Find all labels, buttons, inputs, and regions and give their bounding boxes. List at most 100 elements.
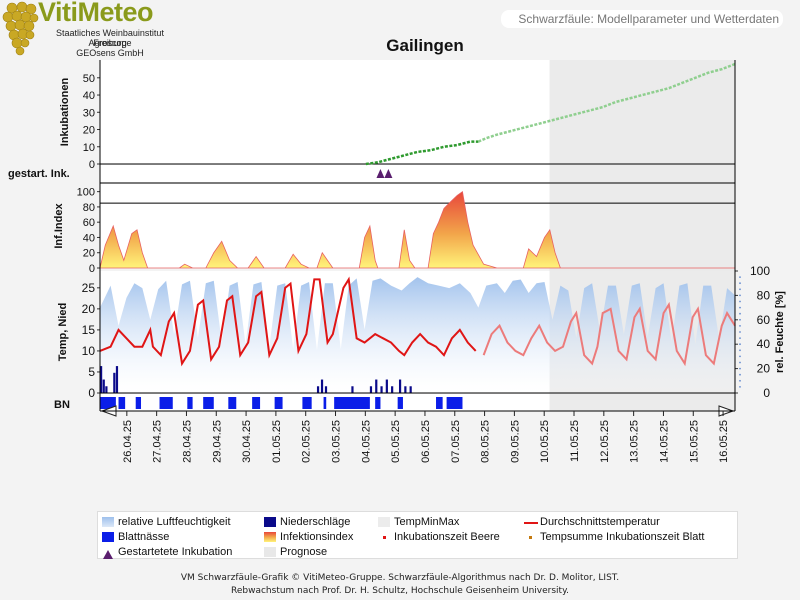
precipitation-bar: [102, 379, 105, 393]
footer-credits: VM Schwarzfäule-Grafik © VitiMeteo-Grupp…: [0, 572, 800, 598]
precipitation-bar: [369, 386, 373, 393]
temp-tick-label: 10: [82, 344, 96, 358]
humidity-minor-tick: [739, 355, 741, 358]
legend-started-swatch: [102, 547, 114, 559]
leaf-wetness-bar: [375, 397, 381, 409]
temp-tick-label: 15: [82, 323, 96, 337]
date-tick-label: 04.05.25: [360, 420, 372, 463]
date-tick-label: 14.05.25: [658, 420, 670, 463]
humidity-tick-label: 80: [757, 288, 771, 302]
chart-legend: relative Luftfeuchtigkeit Niederschläge Te…: [97, 511, 738, 559]
legend-leafwet-swatch: [102, 532, 114, 542]
precipitation-bar: [391, 386, 394, 393]
precipitation-bar: [316, 386, 320, 393]
humidity-minor-tick: [739, 300, 741, 303]
date-tick-label: 01.05.25: [271, 420, 283, 463]
temp-tick-label: 20: [82, 302, 96, 316]
started-incubation-marker: [384, 169, 393, 178]
precipitation-bar: [105, 386, 108, 393]
legend-label-precip: Niederschläge: [280, 516, 351, 528]
footer-line-1: VM Schwarzfäule-Grafik © VitiMeteo-Grupp…: [180, 573, 620, 583]
leaf-wetness-bar: [334, 397, 370, 409]
date-tick-label: 09.05.25: [509, 420, 521, 463]
infection-index-area: [99, 190, 735, 269]
date-tick-label: 26.04.25: [122, 420, 134, 463]
date-tick-label: 07.05.25: [450, 420, 462, 463]
humidity-tick-label: 40: [757, 337, 771, 351]
leaf-wetness-bar: [159, 397, 173, 409]
date-tick-label: 13.05.25: [629, 420, 641, 463]
date-tick-label: 29.04.25: [211, 420, 223, 463]
leaf-wetness-bar: [100, 397, 116, 409]
inf-tick-label: 100: [77, 187, 95, 199]
footer-line-2: Rebwachstum nach Prof. Dr. H. Schultz, H…: [231, 586, 569, 596]
leaf-wetness-bar: [252, 397, 261, 409]
precipitation-bar: [113, 372, 116, 393]
leaf-wetness-label: BN: [54, 399, 70, 411]
inf-tick-label: 20: [83, 248, 95, 260]
leaf-wetness-bar: [187, 397, 193, 409]
leaf-wetness-bar: [203, 397, 214, 409]
logo-title: VitiMeteo: [38, 0, 154, 27]
precipitation-bar: [351, 386, 354, 393]
legend-forecast-swatch: [264, 547, 276, 557]
leaf-wetness-bar: [274, 397, 283, 409]
humidity-tick-label: 20: [757, 362, 771, 376]
date-tick-label: 08.05.25: [480, 420, 492, 463]
inf-tick-label: 60: [83, 217, 95, 229]
incubation-line-observed: [365, 140, 479, 166]
humidity-minor-tick: [739, 282, 741, 285]
legend-label-humidity: relative Luftfeuchtigkeit: [118, 516, 231, 528]
humidity-minor-tick: [739, 331, 741, 333]
precipitation-bar: [385, 379, 388, 393]
legend-inkleaf-swatch: [529, 536, 532, 539]
avg-temperature-line: [99, 276, 477, 367]
legend-label-tempminmax: TempMinMax: [394, 516, 460, 528]
legend-humidity-swatch: [102, 517, 114, 527]
leaf-wetness-bar: [323, 397, 327, 409]
humidity-minor-tick: [739, 337, 741, 339]
leaf-wetness-bar: [118, 397, 126, 409]
date-tick-label: 16.05.25: [718, 420, 730, 463]
humidity-area: [100, 277, 735, 393]
humidity-minor-tick: [739, 312, 741, 315]
humidity-minor-tick: [739, 343, 741, 346]
humidity-axis-label: rel. Feuchte [%]: [774, 291, 786, 373]
logo-agroscope: Agroscope: [88, 38, 132, 48]
temp-axis-label: Temp, Nied: [57, 303, 69, 361]
precipitation-bar: [320, 379, 324, 393]
inf-tick-label: 80: [83, 202, 95, 214]
date-tick-label: 10.05.25: [539, 420, 551, 463]
humidity-minor-tick: [739, 325, 741, 327]
legend-infidx-swatch: [264, 532, 276, 542]
legend-label-infidx: Infektionsindex: [280, 531, 354, 543]
humidity-minor-tick: [739, 373, 741, 376]
inf-tick-label: 0: [89, 263, 95, 275]
inc-tick-label: 0: [89, 159, 95, 171]
humidity-minor-tick: [739, 276, 741, 278]
humidity-minor-tick: [739, 349, 741, 352]
humidity-tick-label: 0: [763, 386, 770, 400]
date-tick-label: 11.05.25: [569, 420, 581, 462]
humidity-minor-tick: [739, 361, 741, 364]
grape-cluster-icon: [2, 1, 39, 56]
legend-inkberry-swatch: [383, 536, 386, 539]
humidity-minor-tick: [739, 306, 741, 309]
leaf-wetness-bar: [397, 397, 403, 409]
date-tick-label: 03.05.25: [331, 420, 343, 463]
inc-axis-label: Inkubationen: [59, 78, 71, 147]
humidity-minor-tick: [739, 318, 741, 321]
humidity-minor-tick: [739, 288, 741, 291]
started-incubation-marker: [376, 169, 385, 178]
inc-tick-label: 10: [83, 142, 95, 154]
humidity-minor-tick: [739, 379, 741, 382]
logo-geosens: GEOsens GmbH: [76, 48, 144, 58]
leaf-wetness-bar: [436, 397, 443, 409]
legend-label-leafwet: Blattnässe: [118, 531, 170, 543]
inc-tick-label: 40: [83, 90, 95, 102]
inf-tick-label: 40: [83, 232, 95, 244]
date-tick-label: 06.05.25: [420, 420, 432, 463]
temp-tick-label: 5: [88, 365, 95, 379]
legend-precip-swatch: [264, 517, 276, 527]
